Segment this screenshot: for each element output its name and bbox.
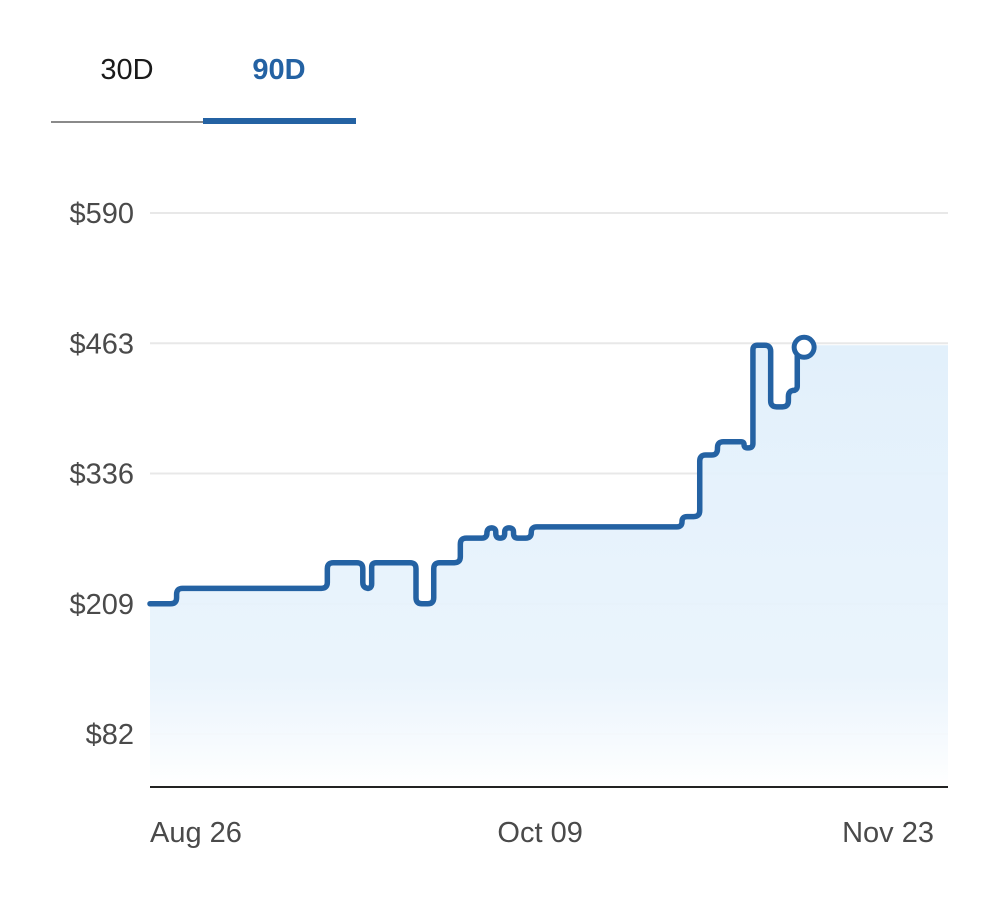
y-tick-label: $82 <box>86 719 134 751</box>
y-tick-label: $463 <box>69 328 134 360</box>
y-tick-label: $209 <box>69 589 134 621</box>
range-tabs: 30D 90D <box>51 40 356 126</box>
current-price-marker <box>791 334 817 360</box>
price-area <box>150 345 948 787</box>
tab-90d[interactable]: 90D <box>252 54 306 86</box>
x-tick-label: Oct 09 <box>497 817 582 849</box>
price-line <box>147 342 809 607</box>
y-tick-label: $336 <box>69 459 134 491</box>
x-tick-label: Aug 26 <box>150 817 242 849</box>
y-tick-label: $590 <box>69 198 134 230</box>
y-axis-labels: $590 $463 $336 $209 $82 <box>69 198 134 751</box>
tab-active-indicator <box>203 118 356 124</box>
tab-30d[interactable]: 30D <box>100 54 154 86</box>
x-axis-labels: Aug 26 Oct 09 Nov 23 <box>150 817 934 849</box>
x-tick-label: Nov 23 <box>842 817 934 849</box>
